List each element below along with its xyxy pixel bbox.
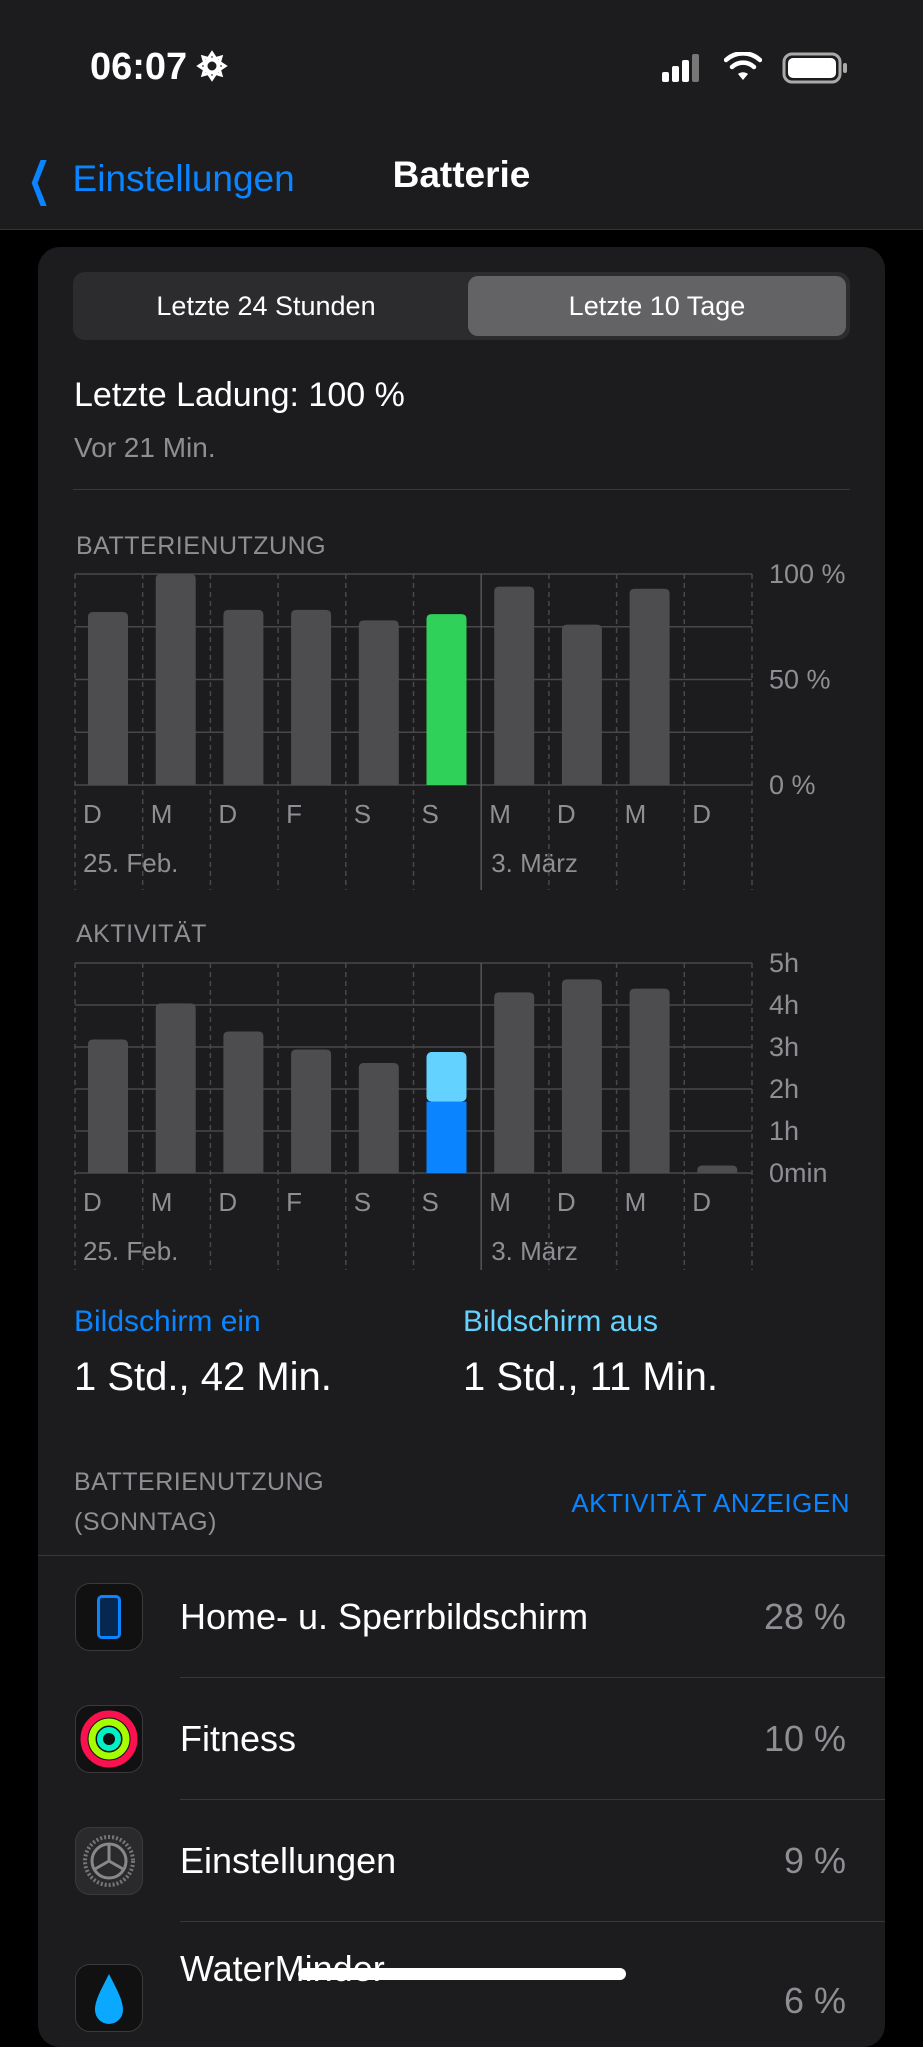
x-tick-label: D — [692, 799, 711, 829]
x-tick-label: S — [422, 1187, 439, 1217]
date-label: 25. Feb. — [83, 848, 178, 878]
y-tick-label: 100 % — [769, 560, 846, 589]
bar — [88, 1039, 128, 1173]
x-tick-label: D — [692, 1187, 711, 1217]
date-label: 3. März — [491, 1236, 578, 1266]
screen-off-value: 1 Std., 11 Min. — [463, 1355, 718, 1399]
battery-icon — [782, 52, 847, 84]
bar-segment — [426, 1101, 467, 1173]
usage-section-subtitle: (SONNTAG) — [74, 1508, 217, 1536]
fitness-rings-icon — [75, 1705, 143, 1773]
bar — [291, 1049, 332, 1173]
bar — [629, 588, 670, 785]
x-tick-label: D — [83, 1187, 102, 1217]
x-tick-label: S — [354, 1187, 371, 1217]
time-range-segmented-control: Letzte 24 Stunden Letzte 10 Tage — [73, 272, 850, 340]
activity-chart-title: AKTIVITÄT — [76, 920, 207, 948]
home-indicator[interactable] — [298, 1968, 626, 1980]
app-row-fitness[interactable]: Fitness 10 % — [38, 1678, 885, 1800]
bar — [426, 614, 467, 785]
bar — [223, 1031, 264, 1173]
bar — [629, 988, 670, 1173]
bar — [291, 609, 332, 785]
last-charge-time: Vor 21 Min. — [74, 432, 216, 463]
battery-usage-chart[interactable]: 0 % 50 % 100 % D M D F S S M D M D 25. Feb. 3. März — [0, 560, 923, 890]
y-tick-label: 2h — [769, 1074, 799, 1104]
y-tick-label: 4h — [769, 990, 799, 1020]
x-tick-label: M — [151, 1187, 173, 1217]
wifi-icon — [724, 52, 762, 80]
x-tick-label: D — [557, 1187, 576, 1217]
bar — [494, 586, 535, 785]
app-row-home-lock[interactable]: Home- u. Sperrbildschirm 28 % — [38, 1556, 885, 1678]
last-charge-title: Letzte Ladung: 100 % — [74, 376, 405, 414]
bar-segment — [426, 1052, 467, 1102]
header: 06:07 ❮ Einstellungen Batterie — [0, 0, 923, 230]
app-row-waterminder[interactable]: WaterMinder 6 % — [38, 1922, 885, 2044]
bar — [494, 992, 535, 1173]
usage-section-title: BATTERIENUTZUNG — [74, 1468, 325, 1496]
status-time: 06:07 — [90, 46, 188, 88]
app-row-settings[interactable]: Einstellungen 9 % — [38, 1800, 885, 1922]
y-tick-label: 0min — [769, 1158, 828, 1188]
x-tick-label: S — [422, 799, 439, 829]
focus-flower-icon — [196, 50, 228, 82]
settings-gear-icon — [75, 1827, 143, 1895]
battery-chart-title: BATTERIENUTZUNG — [76, 532, 327, 560]
date-label: 3. März — [491, 848, 578, 878]
x-tick-label: M — [625, 799, 647, 829]
x-tick-label: D — [218, 1187, 237, 1217]
y-tick-label: 3h — [769, 1032, 799, 1062]
y-tick-label: 1h — [769, 1116, 799, 1146]
date-label: 25. Feb. — [83, 1236, 178, 1266]
y-tick-label: 0 % — [769, 770, 816, 800]
y-tick-label: 5h — [769, 950, 799, 978]
x-tick-label: F — [286, 799, 302, 829]
screen-on-label: Bildschirm ein — [74, 1305, 261, 1338]
activity-chart[interactable]: 0min 1h 2h 3h 4h 5h D M D F S S M D M D 25. Feb. 3. März — [0, 950, 923, 1270]
screen-off-label: Bildschirm aus — [463, 1305, 659, 1338]
x-tick-label: M — [625, 1187, 647, 1217]
bar — [358, 1062, 399, 1173]
water-drop-icon — [75, 1964, 143, 2032]
x-tick-label: D — [218, 799, 237, 829]
divider — [73, 489, 850, 490]
divider — [38, 1555, 885, 1556]
app-percent: 28 % — [763, 1596, 846, 1637]
phone-screen-icon — [75, 1583, 143, 1651]
app-name: Einstellungen — [180, 1840, 397, 1881]
back-label: Einstellungen — [72, 158, 295, 199]
bar — [358, 620, 399, 785]
bar — [697, 1165, 738, 1173]
show-activity-link[interactable]: AKTIVITÄT ANZEIGEN — [571, 1488, 850, 1518]
app-name: Fitness — [180, 1718, 297, 1759]
x-tick-label: D — [83, 799, 102, 829]
page-title: Batterie — [392, 154, 531, 195]
app-name: Home- u. Sperrbildschirm — [180, 1596, 589, 1637]
app-percent: 6 % — [783, 1980, 846, 2021]
x-tick-label: S — [354, 799, 371, 829]
app-percent: 9 % — [783, 1840, 846, 1881]
x-tick-label: M — [489, 1187, 511, 1217]
bar — [88, 611, 128, 785]
bar — [223, 609, 264, 785]
tab-last-24-hours[interactable]: Letzte 24 Stunden — [156, 290, 376, 321]
x-tick-label: M — [151, 799, 173, 829]
x-tick-label: F — [286, 1187, 302, 1217]
bar — [561, 979, 602, 1173]
tab-last-10-days[interactable]: Letzte 10 Tage — [468, 276, 846, 336]
bar — [155, 1003, 196, 1173]
x-tick-label: D — [557, 799, 576, 829]
chevron-left-icon: ❮ — [27, 153, 51, 205]
cellular-signal-icon — [662, 54, 699, 82]
app-percent: 10 % — [763, 1718, 846, 1759]
screen-on-value: 1 Std., 42 Min. — [74, 1355, 332, 1399]
bar — [561, 624, 602, 785]
bar — [155, 574, 196, 785]
y-tick-label: 50 % — [769, 665, 831, 695]
x-tick-label: M — [489, 799, 511, 829]
back-button[interactable]: ❮ Einstellungen — [20, 152, 295, 206]
